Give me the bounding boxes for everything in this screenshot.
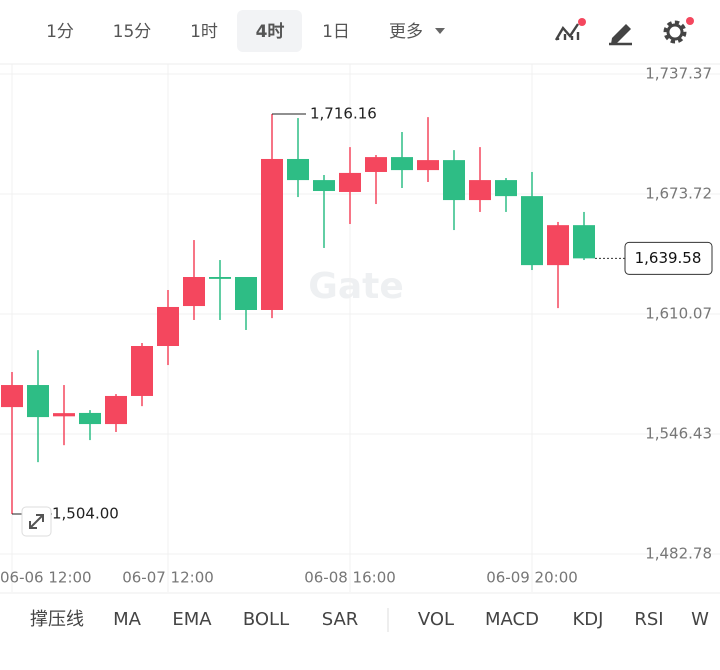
candle-body <box>287 158 309 181</box>
candle-body <box>79 412 101 425</box>
candle-body <box>261 158 283 310</box>
x-tick-label: 06-08 16:00 <box>304 569 396 587</box>
max-label: 1,716.16 <box>310 104 377 122</box>
candle-body <box>391 157 413 171</box>
candle-body <box>365 157 387 172</box>
indicator-tab[interactable]: 撑压线 <box>30 609 84 630</box>
y-tick-label: 1,673.72 <box>645 185 712 203</box>
candle-body <box>469 180 491 201</box>
x-tick-label: 06-07 12:00 <box>122 569 214 587</box>
candle-body <box>443 160 465 201</box>
candle-body <box>53 413 75 417</box>
y-tick-label: 1,482.78 <box>645 545 712 563</box>
indicator-tab[interactable]: EMA <box>172 609 212 630</box>
tab[interactable]: 15分 <box>113 22 152 42</box>
indicator-icon[interactable] <box>554 18 586 41</box>
tab[interactable]: 4时 <box>256 22 285 42</box>
indicator-tab[interactable]: KDJ <box>573 609 604 630</box>
last-price-label: 1,639.58 <box>635 249 702 267</box>
watermark: Gate <box>308 266 403 307</box>
candle-body <box>521 196 543 266</box>
expand-icon[interactable] <box>21 506 52 537</box>
candle-body <box>339 172 361 192</box>
y-tick-label: 1,737.37 <box>645 65 712 83</box>
settings-icon[interactable] <box>663 17 694 44</box>
candle-body <box>27 385 49 418</box>
min-label: 1,504.00 <box>52 504 119 522</box>
candle-body <box>105 395 127 425</box>
x-tick-label: 06-09 20:00 <box>486 569 578 587</box>
indicator-tab[interactable]: BOLL <box>243 609 289 630</box>
candle-body <box>209 276 231 279</box>
dropdown-arrow[interactable] <box>435 28 445 34</box>
active-tab-bg <box>237 10 302 52</box>
tab[interactable]: 1日 <box>322 22 350 42</box>
last-price-box <box>624 241 713 275</box>
draw-icon[interactable] <box>609 24 632 46</box>
plot: Gate 1,482.78 1,546.43 1,610.07 1,673.72 1,73… <box>0 64 720 592</box>
candle-body <box>131 346 153 396</box>
y-tick-label: 1,546.43 <box>645 424 712 442</box>
candle-body <box>183 276 205 307</box>
candle-body <box>1 385 23 408</box>
candle-body <box>313 180 335 192</box>
candle-body <box>573 225 595 259</box>
indicator-tab[interactable]: MA <box>113 609 142 630</box>
x-tick-label: 06-06 12:00 <box>0 569 92 587</box>
indicator-tab[interactable]: RSI <box>634 609 663 630</box>
indicator-tab[interactable]: MACD <box>485 609 539 630</box>
y-tick-label: 1,610.07 <box>645 305 712 323</box>
tab[interactable]: 更多 <box>389 22 423 42</box>
candle-body <box>547 225 569 266</box>
indicator-tab[interactable]: VOL <box>418 609 454 630</box>
candle-body <box>235 276 257 310</box>
indicator-tab[interactable]: SAR <box>322 609 359 630</box>
tab[interactable]: 1时 <box>190 22 218 42</box>
tab[interactable]: 1分 <box>46 22 74 42</box>
candle-body <box>157 306 179 347</box>
candle-body <box>495 180 517 197</box>
candle-body <box>417 160 439 171</box>
indicator-tab[interactable]: W <box>691 609 709 630</box>
